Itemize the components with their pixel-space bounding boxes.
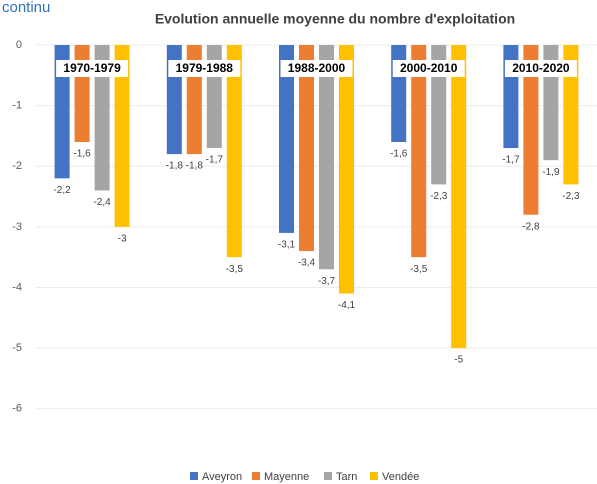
value-label: -1,7 <box>206 155 224 166</box>
bar <box>563 45 579 185</box>
value-label: -3,1 <box>278 240 296 251</box>
value-label: -1,7 <box>502 155 520 166</box>
legend-label: Vendée <box>382 471 419 483</box>
legend-label: Aveyron <box>202 471 242 483</box>
bar <box>339 45 354 294</box>
value-label: -2,8 <box>522 221 540 232</box>
bar <box>411 45 427 258</box>
y-tick-label: 0 <box>16 39 22 51</box>
value-label: -2,4 <box>93 197 111 208</box>
legend-swatch <box>370 472 378 480</box>
value-label: -1,9 <box>542 167 560 178</box>
value-label: -2,3 <box>562 191 580 202</box>
legend-swatch <box>324 472 332 480</box>
category-label-bg <box>504 60 577 77</box>
category-label: 1979-1988 <box>176 61 234 75</box>
bar <box>431 45 447 185</box>
category-label: 1988-2000 <box>288 61 346 75</box>
category-label: 2000-2010 <box>400 61 458 75</box>
value-label: -3,5 <box>410 264 428 275</box>
value-label: -1,8 <box>186 161 204 172</box>
bar <box>523 45 539 215</box>
caption: continu <box>2 0 50 16</box>
bar <box>279 45 294 233</box>
legend-swatch <box>190 472 198 480</box>
category-label: 1970-1979 <box>63 61 121 75</box>
value-label: -4,1 <box>338 300 356 311</box>
category-label-bg <box>280 60 353 77</box>
category-label-bg <box>392 60 465 77</box>
bar <box>94 45 110 191</box>
bar <box>74 45 90 142</box>
bar <box>299 45 314 252</box>
category-label-bg <box>168 60 241 77</box>
value-label: -3,7 <box>318 276 336 287</box>
value-label: -3,5 <box>226 264 244 275</box>
value-label: -1,6 <box>73 149 91 160</box>
value-label: -2,2 <box>53 185 71 196</box>
value-label: -1,8 <box>166 161 184 172</box>
value-label: -3 <box>118 233 127 244</box>
legend-label: Tarn <box>336 471 357 483</box>
bar <box>391 45 407 142</box>
bar <box>54 45 70 179</box>
bar <box>114 45 130 227</box>
y-tick-label: -6 <box>12 403 22 415</box>
y-tick-label: -1 <box>12 100 22 112</box>
y-tick-label: -5 <box>12 342 22 354</box>
category-label-bg <box>56 60 129 77</box>
y-tick-label: -2 <box>12 160 22 172</box>
bar <box>319 45 334 270</box>
category-label: 2010-2020 <box>512 61 570 75</box>
bar <box>226 45 242 258</box>
bar <box>451 45 467 349</box>
legend-label: Mayenne <box>264 471 309 483</box>
value-label: -1,6 <box>390 149 408 160</box>
legend-swatch <box>252 472 260 480</box>
value-label: -3,4 <box>298 258 316 269</box>
value-label: -2,3 <box>430 191 448 202</box>
y-tick-label: -3 <box>12 221 22 233</box>
chart-title: Evolution annuelle moyenne du nombre d'e… <box>155 11 515 27</box>
value-label: -5 <box>454 355 463 366</box>
y-tick-label: -4 <box>12 281 22 293</box>
